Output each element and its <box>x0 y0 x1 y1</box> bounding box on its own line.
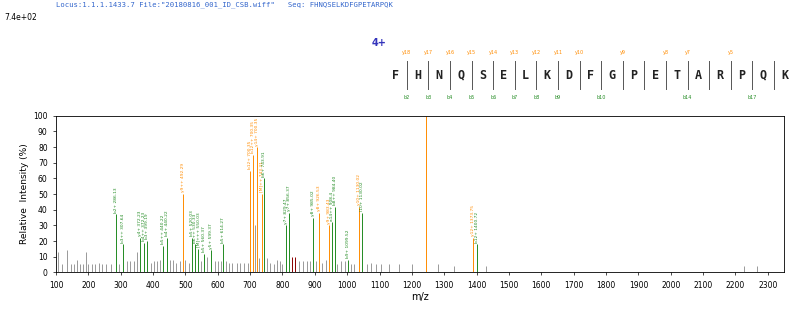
Text: b5+ 520.03: b5+ 520.03 <box>190 210 194 236</box>
Text: y11: y11 <box>554 50 562 55</box>
Text: b4+ 440.22: b4+ 440.22 <box>165 211 169 236</box>
Text: b6+ 743.91: b6+ 743.91 <box>262 151 266 177</box>
Text: b9+ 1099.52: b9+ 1099.52 <box>346 230 350 258</box>
Text: b2: b2 <box>404 95 410 100</box>
Text: y14+ 700.35: y14+ 700.35 <box>254 117 258 146</box>
Text: [M]++ 743.31: [M]++ 743.31 <box>260 162 264 192</box>
Text: F: F <box>587 69 594 82</box>
Text: y7: y7 <box>685 50 690 55</box>
Text: l10+ 1130.02: l10+ 1130.02 <box>360 182 364 211</box>
X-axis label: m/z: m/z <box>411 292 429 302</box>
Text: T: T <box>674 69 680 82</box>
Text: S: S <box>479 69 486 82</box>
Text: Locus:1.1.1.1433.7 File:"20180816_001_ID_CSB.wiff"   Seq: FHNQSELKDFGPETARPQK: Locus:1.1.1.1433.7 File:"20180816_001_ID… <box>56 2 393 8</box>
Text: K: K <box>544 69 550 82</box>
Text: b17: b17 <box>748 95 757 100</box>
Text: b4++ 372.23: b4++ 372.23 <box>142 212 146 241</box>
Text: Q: Q <box>458 69 464 82</box>
Text: y9: y9 <box>620 50 626 55</box>
Text: b10: b10 <box>597 95 606 100</box>
Text: y5+ 599.37: y5+ 599.37 <box>209 223 213 249</box>
Text: G: G <box>609 69 615 82</box>
Text: N: N <box>436 69 442 82</box>
Text: y8: y8 <box>663 50 669 55</box>
Text: y12: y12 <box>532 50 541 55</box>
Text: y7+ 856.37: y7+ 856.37 <box>287 186 291 211</box>
Text: A: A <box>695 69 702 82</box>
Text: Q: Q <box>760 69 766 82</box>
Text: b3: b3 <box>426 95 431 100</box>
Text: y9+ 983.43: y9+ 983.43 <box>326 198 330 224</box>
Y-axis label: Relative  Intensity (%): Relative Intensity (%) <box>20 144 29 244</box>
Text: y13: y13 <box>510 50 519 55</box>
Text: y9++ 492.29: y9++ 492.29 <box>181 163 185 192</box>
Text: y4+ 372.23: y4+ 372.23 <box>138 211 142 236</box>
Text: F: F <box>393 69 399 82</box>
Text: y17: y17 <box>424 50 433 55</box>
Text: E: E <box>652 69 658 82</box>
Text: y11+ 1243.64: y11+ 1243.64 <box>424 83 428 114</box>
Text: K: K <box>782 69 788 82</box>
Text: b8++ 984.40: b8++ 984.40 <box>333 176 337 205</box>
Text: R: R <box>717 69 723 82</box>
Text: D: D <box>566 69 572 82</box>
Text: 7.4e+02: 7.4e+02 <box>4 13 37 22</box>
Text: b9: b9 <box>555 95 561 100</box>
Text: b6: b6 <box>490 95 496 100</box>
Text: P: P <box>738 69 745 82</box>
Text: [M]+++ 550.03: [M]+++ 550.03 <box>196 213 200 247</box>
Text: H: H <box>414 69 421 82</box>
Text: E: E <box>501 69 507 82</box>
Text: y18: y18 <box>402 50 411 55</box>
Text: y10+ 1130.02: y10+ 1130.02 <box>357 174 361 205</box>
Text: y14: y14 <box>489 50 498 55</box>
Text: b8: b8 <box>534 95 539 100</box>
Text: y5: y5 <box>728 50 734 55</box>
Text: b3++ 307.64: b3++ 307.64 <box>122 213 126 243</box>
Text: b5++ 440.22: b5++ 440.22 <box>162 215 166 244</box>
Text: y7+ 829.47: y7+ 829.47 <box>284 198 288 224</box>
Text: b2+ 286.13: b2+ 286.13 <box>114 187 118 213</box>
Text: b14: b14 <box>683 95 692 100</box>
Text: b5: b5 <box>469 95 474 100</box>
Text: b6++ 530.33: b6++ 530.33 <box>193 213 197 243</box>
Text: y12+ 1373.75: y12+ 1373.75 <box>471 205 475 236</box>
Text: b12+ 1400.72: b12+ 1400.72 <box>474 212 478 243</box>
Text: b4: b4 <box>447 95 453 100</box>
Text: b5+ 614.27: b5+ 614.27 <box>221 217 225 243</box>
Text: L: L <box>522 69 529 82</box>
Text: y8+ 926.53: y8+ 926.53 <box>318 186 322 211</box>
Text: b3+ 399.19: b3+ 399.19 <box>146 214 150 239</box>
Text: b5+ 560.37: b5+ 560.37 <box>202 226 206 252</box>
Text: a14++ 908.4: a14++ 908.4 <box>330 192 334 221</box>
Text: y16: y16 <box>446 50 454 55</box>
Text: b12++ 700.35: b12++ 700.35 <box>250 121 254 153</box>
Text: b7: b7 <box>512 95 518 100</box>
Text: P: P <box>630 69 637 82</box>
Text: y10: y10 <box>575 50 584 55</box>
Text: y8+ 985.02: y8+ 985.02 <box>311 190 315 216</box>
Text: b12+ 700.35: b12+ 700.35 <box>248 141 252 169</box>
Text: 4+: 4+ <box>372 38 387 48</box>
Text: y15: y15 <box>467 50 476 55</box>
